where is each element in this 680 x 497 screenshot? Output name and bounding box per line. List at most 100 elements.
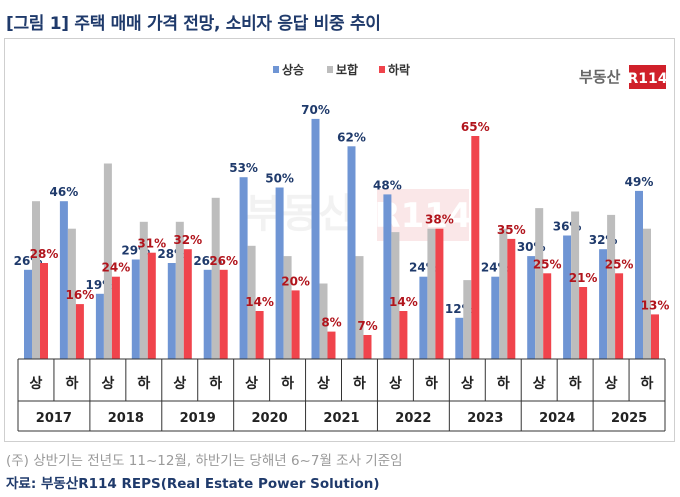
legend-swatch-1 — [273, 66, 279, 73]
bar-상승-15 — [527, 256, 536, 359]
legend-label-3: 하락 — [388, 62, 410, 77]
tick-label-half-10: 하 — [353, 375, 366, 392]
tick-label-half-12: 하 — [425, 375, 438, 392]
data-label-하락-18: 13% — [641, 298, 670, 312]
brand-logo: 부동산 R114 — [579, 65, 668, 89]
bar-보합-18 — [643, 228, 651, 359]
brand-logo-box — [629, 65, 666, 89]
bar-상승-13 — [455, 317, 464, 359]
bar-상승-16 — [563, 235, 572, 359]
bar-보합-6 — [211, 197, 220, 359]
bar-하락-10 — [363, 335, 372, 359]
tick-label-year-3: 2019 — [180, 411, 216, 426]
data-label-상승-11: 48% — [373, 178, 402, 192]
data-label-하락-10: 7% — [357, 319, 377, 333]
tick-label-half-13: 상 — [461, 376, 474, 392]
bar-보합-9 — [319, 283, 328, 359]
data-label-하락-6: 26% — [209, 254, 238, 268]
bar-상승-3 — [95, 293, 104, 359]
tick-label-year-7: 2023 — [467, 411, 503, 426]
legend-label-2: 보합 — [336, 62, 358, 77]
data-label-하락-5: 32% — [173, 233, 202, 247]
data-label-하락-11: 14% — [389, 295, 418, 309]
tick-label-half-17: 상 — [605, 376, 618, 392]
bar-하락-14 — [507, 238, 516, 359]
chart-frame: 부동산 R114 부동산 R114 상승 보합 하락 26% 46% 19% 29% 28% 26% 53… — [4, 38, 675, 442]
data-label-상승-7: 53% — [229, 161, 258, 175]
data-label-하락-4: 31% — [137, 237, 166, 251]
data-label-하락-7: 14% — [245, 295, 274, 309]
bar-보합-14 — [499, 228, 508, 359]
bar-상승-5 — [167, 263, 176, 359]
bar-하락-2 — [75, 304, 84, 359]
tick-label-half-4: 하 — [137, 375, 150, 392]
bar-하락-4 — [147, 252, 156, 359]
data-label-상승-9: 70% — [301, 103, 330, 117]
tick-label-half-7: 상 — [245, 376, 258, 392]
bar-보합-13 — [463, 280, 472, 359]
data-label-하락-3: 24% — [102, 261, 131, 275]
data-label-상승-10: 62% — [337, 130, 366, 144]
bar-상승-14 — [491, 276, 500, 359]
bar-보합-7 — [247, 245, 256, 359]
tick-label-half-14: 하 — [497, 375, 510, 392]
bar-하락-9 — [327, 331, 336, 359]
bar-보합-17 — [607, 214, 616, 359]
legend-swatch-3 — [379, 66, 385, 73]
tick-label-year-8: 2024 — [539, 411, 575, 426]
bar-하락-11 — [399, 311, 408, 359]
bar-상승-8 — [275, 187, 284, 359]
tick-label-year-4: 2020 — [252, 411, 288, 426]
brand-logo-box-text: R114 — [627, 71, 667, 87]
bar-하락-6 — [219, 269, 228, 359]
tick-label-half-8: 하 — [281, 375, 294, 392]
bar-상승-4 — [131, 259, 140, 359]
data-label-상승-8: 50% — [265, 172, 294, 186]
data-label-하락-13: 65% — [461, 120, 490, 134]
data-label-하락-8: 20% — [281, 274, 310, 288]
bar-상승-18 — [635, 190, 643, 359]
data-label-하락-1: 28% — [30, 247, 59, 261]
data-label-하락-12: 38% — [425, 213, 454, 227]
bar-보합-5 — [175, 221, 184, 359]
bar-하락-13 — [471, 136, 480, 359]
bar-보합-4 — [139, 221, 148, 359]
bar-하락-8 — [291, 290, 300, 359]
bar-상승-6 — [203, 269, 212, 359]
bar-보합-1 — [32, 201, 40, 359]
bar-상승-10 — [347, 146, 356, 359]
bar-상승-2 — [59, 201, 68, 359]
legend-label-1: 상승 — [282, 62, 304, 77]
bar-하락-7 — [255, 311, 264, 359]
data-label-하락-2: 16% — [66, 288, 95, 302]
bar-상승-9 — [311, 118, 320, 360]
bar-하락-5 — [183, 249, 192, 359]
bar-하락-12 — [435, 228, 444, 359]
tick-label-half-16: 하 — [569, 375, 582, 392]
bar-하락-1 — [40, 263, 48, 359]
source-credit: 자료: 부동산R114 REPS(Real Estate Power Solut… — [6, 476, 380, 492]
bar-보합-15 — [535, 208, 544, 359]
bar-보합-12 — [427, 228, 436, 359]
bar-보합-16 — [571, 211, 580, 359]
bar-보합-2 — [67, 228, 76, 359]
legend-swatch-2 — [327, 66, 333, 73]
bar-보합-11 — [391, 232, 400, 359]
data-label-하락-17: 25% — [605, 257, 634, 271]
bar-하락-17 — [615, 273, 624, 360]
bar-상승-11 — [383, 194, 392, 359]
tick-label-year-5: 2021 — [323, 411, 359, 426]
tick-label-half-5: 상 — [173, 376, 186, 392]
bar-상승-17 — [599, 249, 608, 359]
tick-label-half-9: 상 — [317, 376, 330, 392]
brand-logo-text: 부동산 — [579, 68, 621, 86]
data-label-하락-9: 8% — [321, 316, 341, 330]
tick-label-half-11: 상 — [389, 376, 402, 392]
bar-보합-8 — [283, 256, 292, 359]
tick-label-half-15: 상 — [533, 376, 546, 392]
data-label-상승-2: 46% — [50, 185, 79, 199]
watermark-text: 부동산 — [245, 191, 356, 237]
data-label-하락-14: 35% — [497, 223, 526, 237]
tick-label-half-3: 상 — [101, 376, 114, 392]
